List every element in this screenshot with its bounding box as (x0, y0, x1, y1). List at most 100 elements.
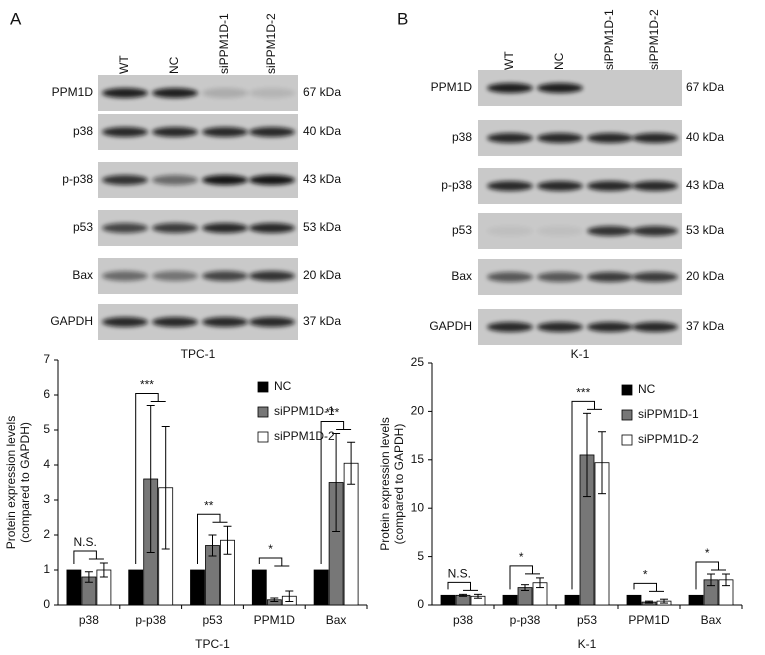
kda-label: 53 kDa (303, 220, 341, 234)
kda-label: 40 kDa (303, 124, 341, 138)
blot-band (249, 271, 295, 281)
bar (128, 569, 144, 606)
protein-label: GAPDH (50, 314, 93, 328)
blot-band (102, 271, 148, 281)
significance-label: ** (204, 498, 214, 512)
blot-band (249, 127, 295, 137)
bar (66, 569, 82, 606)
lane-label: siPPM1D-1 (602, 9, 616, 70)
error-bar (161, 426, 170, 550)
y-tick-label: 3 (43, 492, 50, 506)
blot-band (537, 272, 583, 282)
blot-band (249, 223, 295, 233)
blot-band (152, 88, 198, 98)
x-tick-label: p38 (79, 613, 99, 627)
error-bar (474, 593, 482, 599)
panel-label: A (10, 9, 22, 28)
blot-band (249, 175, 295, 185)
protein-label: p-p38 (62, 172, 93, 186)
significance-label: * (705, 546, 710, 560)
legend-swatch (257, 431, 269, 443)
kda-label: 43 kDa (686, 178, 724, 192)
x-tick-label: Bax (326, 613, 347, 627)
error-bar (583, 412, 591, 498)
kda-label: 37 kDa (303, 314, 341, 328)
blot-band (152, 223, 198, 233)
lane-label: NC (167, 56, 181, 74)
legend-swatch (257, 381, 269, 393)
protein-label: p38 (73, 124, 93, 138)
kda-label: 43 kDa (303, 172, 341, 186)
blot-band (202, 127, 248, 137)
bar (251, 569, 267, 606)
kda-label: 20 kDa (303, 268, 341, 282)
error-bar (84, 571, 93, 583)
protein-label: p38 (452, 130, 472, 144)
error-bar (270, 597, 279, 602)
blot-band (632, 322, 678, 332)
significance-label: *** (576, 386, 590, 400)
blot-band (152, 127, 198, 137)
blot-band (202, 271, 248, 281)
y-axis-label: Protein expression levels (4, 416, 18, 549)
y-tick-label: 10 (411, 500, 425, 514)
error-bar (285, 590, 294, 602)
error-bar (521, 584, 529, 591)
kda-label: 67 kDa (303, 85, 341, 99)
significance-label: *** (140, 378, 154, 392)
bar (190, 569, 205, 606)
protein-label: PPM1D (431, 80, 473, 94)
protein-label: PPM1D (52, 85, 94, 99)
significance-label: * (519, 550, 524, 564)
significance-bracket (258, 557, 290, 567)
blot-band (487, 322, 533, 332)
lane-label: siPPM1D-2 (264, 13, 278, 74)
error-bar (722, 573, 730, 587)
blot-band (537, 133, 583, 143)
legend-swatch (621, 384, 633, 396)
x-axis-label: K-1 (578, 637, 597, 651)
y-axis-label: Protein expression levels (378, 417, 392, 550)
blot-band (537, 226, 583, 236)
significance-label: N.S. (448, 567, 471, 581)
significance-bracket (695, 561, 726, 590)
blot-band (632, 226, 678, 236)
blot-caption: TPC-1 (181, 347, 216, 361)
error-bar (223, 525, 232, 555)
error-bar (660, 598, 668, 604)
bar (313, 569, 329, 606)
significance-bracket (135, 393, 166, 564)
blot-band (587, 181, 633, 191)
x-tick-label: Bax (701, 613, 722, 627)
y-tick-label: 6 (43, 387, 50, 401)
x-tick-label: PPM1D (254, 613, 296, 627)
protein-label: Bax (451, 269, 472, 283)
y-axis-label: (compared to GAPDH) (18, 422, 32, 543)
blot-band (487, 133, 533, 143)
blot-band (487, 272, 533, 282)
y-tick-label: 0 (417, 597, 424, 611)
error-bar (598, 431, 606, 495)
error-bar (707, 573, 715, 587)
legend-swatch (621, 434, 633, 446)
legend-label: NC (638, 382, 656, 396)
blot-band (102, 317, 148, 327)
protein-label: p53 (452, 223, 472, 237)
lane-label: siPPM1D-2 (647, 9, 661, 70)
y-tick-label: 4 (43, 457, 50, 471)
lane-label: siPPM1D-1 (217, 13, 231, 74)
x-tick-label: p-p38 (135, 613, 166, 627)
kda-label: 40 kDa (686, 130, 724, 144)
blot-band (587, 272, 633, 282)
bar (502, 594, 518, 606)
x-tick-label: p53 (202, 613, 222, 627)
legend-swatch (257, 406, 269, 418)
error-bar (536, 577, 544, 589)
y-tick-label: 5 (417, 549, 424, 563)
legend-label: siPPM1D-1 (638, 407, 699, 421)
blot-caption: K-1 (571, 347, 590, 361)
panel-label: B (397, 9, 408, 28)
significance-bracket (571, 400, 602, 590)
error-bar (332, 433, 341, 532)
significance-bracket (447, 581, 478, 591)
